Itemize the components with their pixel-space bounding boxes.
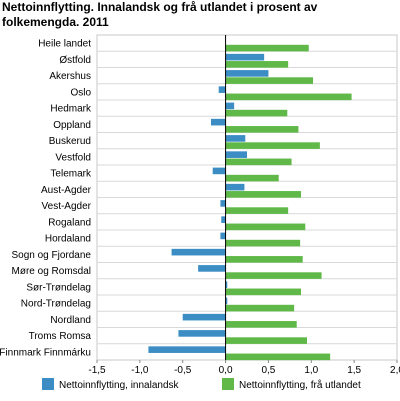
category-label: Nordland	[50, 315, 91, 326]
bar-utlandet	[225, 61, 289, 68]
bar-utlandet	[225, 223, 306, 231]
bars	[148, 37, 352, 361]
bar-utlandet	[225, 321, 297, 328]
bar-innalandsk	[198, 265, 226, 272]
category-label: Hedmark	[50, 104, 92, 115]
x-tick-label: 2,0	[390, 365, 400, 376]
x-tick-label: 1,0	[304, 365, 318, 376]
bar-utlandet	[225, 126, 299, 133]
bar-innalandsk	[171, 248, 226, 256]
category-label: Rogaland	[48, 217, 91, 228]
bar-innalandsk	[225, 281, 228, 288]
x-tick-label: 1,5	[347, 365, 361, 376]
bar-utlandet	[225, 272, 322, 279]
bar-innalandsk	[218, 86, 226, 93]
bar-innalandsk	[220, 232, 226, 240]
bar-utlandet	[225, 142, 320, 149]
bar-innalandsk	[225, 70, 269, 77]
bar-utlandet	[225, 174, 279, 182]
category-label: Buskerud	[49, 136, 91, 147]
x-tick-label: -0,5	[174, 365, 192, 376]
x-tick-label: -1,0	[131, 365, 149, 376]
legend-label: Nettoinnflytting, frå utlandet	[239, 379, 361, 391]
bar-innalandsk	[178, 330, 226, 337]
bar-utlandet	[225, 109, 288, 117]
category-label: Heile landet	[38, 39, 91, 50]
category-label: Vest-Agder	[42, 201, 92, 212]
bar-innalandsk	[225, 102, 235, 110]
bar-innalandsk	[220, 200, 226, 207]
x-axis-ticks: -1,5 -1,0 -0,5 0,0 0,5 1,0 1,5 2,0	[88, 360, 400, 376]
bar-utlandet	[225, 288, 301, 296]
category-label: Møre og Romsdal	[12, 266, 91, 277]
x-tick-label: 0,5	[261, 365, 275, 376]
bar-innalandsk	[211, 118, 226, 126]
legend-label: Nettoinnflytting, innalandsk	[59, 380, 180, 391]
category-label: Finnmark Finnmárku	[0, 347, 91, 358]
bar-utlandet	[225, 158, 292, 166]
bar-innalandsk	[212, 167, 226, 175]
bar-utlandet	[225, 93, 352, 101]
bar-utlandet	[225, 337, 307, 344]
category-label: Sogn og Fjordane	[11, 250, 91, 261]
bar-innalandsk	[221, 216, 226, 223]
category-label: Akershus	[49, 71, 91, 82]
bar-utlandet	[225, 44, 309, 52]
bar-innalandsk	[225, 151, 247, 158]
category-label: Aust-Agder	[41, 185, 92, 196]
category-label: Oppland	[53, 120, 91, 131]
category-label: Østfold	[59, 55, 91, 66]
legend-swatch	[222, 378, 234, 390]
bar-utlandet	[225, 77, 313, 84]
category-label: Telemark	[50, 169, 92, 180]
x-tick-label: -1,5	[88, 365, 106, 376]
category-label: Hordaland	[45, 234, 91, 245]
chart-title: Nettoinnflytting. Innalandsk og frå utla…	[2, 0, 318, 29]
bar-innalandsk	[225, 53, 265, 61]
bar-utlandet	[225, 191, 301, 198]
legend: Nettoinnflytting, innalandsk Nettoinnflyt…	[42, 378, 361, 391]
category-label: Nord-Trøndelag	[21, 299, 91, 310]
bar-innalandsk	[225, 297, 228, 305]
bar-innalandsk	[225, 135, 246, 142]
x-tick-label: 0,0	[219, 365, 233, 376]
legend-swatch	[42, 378, 54, 390]
category-label: Troms Romsa	[29, 331, 92, 342]
bar-innalandsk	[225, 183, 245, 191]
category-label: Sør-Trøndelag	[26, 282, 91, 293]
category-labels: Heile landet Østfold Akershus Oslo Hedmark Op…	[0, 39, 92, 359]
bar-utlandet	[225, 353, 331, 361]
bar-utlandet	[225, 239, 301, 247]
bar-utlandet	[225, 207, 289, 214]
bar-innalandsk	[148, 346, 226, 353]
bar-innalandsk	[182, 313, 226, 321]
category-label: Vestfold	[55, 152, 91, 163]
bar-utlandet	[225, 304, 295, 312]
bar-utlandet	[225, 256, 303, 263]
category-label: Oslo	[70, 87, 91, 98]
